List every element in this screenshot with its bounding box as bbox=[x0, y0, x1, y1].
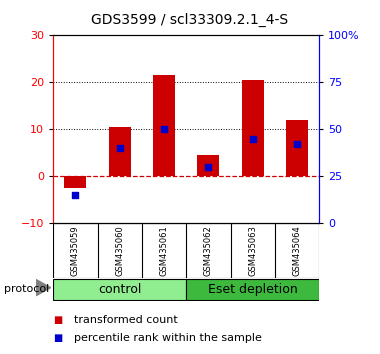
Text: GSM435061: GSM435061 bbox=[160, 225, 169, 276]
Point bbox=[294, 141, 300, 147]
Bar bbox=[197, 155, 219, 176]
Point bbox=[161, 126, 167, 132]
Bar bbox=[242, 80, 264, 176]
Bar bbox=[109, 127, 131, 176]
Bar bbox=[153, 75, 175, 176]
Text: GSM435063: GSM435063 bbox=[248, 225, 257, 276]
Point bbox=[72, 192, 78, 198]
Polygon shape bbox=[36, 280, 51, 296]
Text: percentile rank within the sample: percentile rank within the sample bbox=[74, 333, 262, 343]
Text: GSM435064: GSM435064 bbox=[293, 225, 302, 276]
Point bbox=[117, 145, 123, 151]
Text: Eset depletion: Eset depletion bbox=[208, 283, 298, 296]
Text: protocol: protocol bbox=[4, 284, 49, 294]
Text: GDS3599 / scl33309.2.1_4-S: GDS3599 / scl33309.2.1_4-S bbox=[92, 12, 288, 27]
FancyBboxPatch shape bbox=[186, 279, 319, 300]
FancyBboxPatch shape bbox=[53, 279, 186, 300]
Bar bbox=[64, 176, 87, 188]
Text: ■: ■ bbox=[53, 333, 62, 343]
Point bbox=[205, 164, 211, 170]
Text: GSM435060: GSM435060 bbox=[115, 225, 124, 276]
Text: ■: ■ bbox=[53, 315, 62, 325]
Text: transformed count: transformed count bbox=[74, 315, 178, 325]
Text: control: control bbox=[98, 283, 141, 296]
Text: GSM435059: GSM435059 bbox=[71, 225, 80, 276]
Point bbox=[250, 136, 256, 142]
Text: GSM435062: GSM435062 bbox=[204, 225, 213, 276]
Bar bbox=[286, 120, 308, 176]
